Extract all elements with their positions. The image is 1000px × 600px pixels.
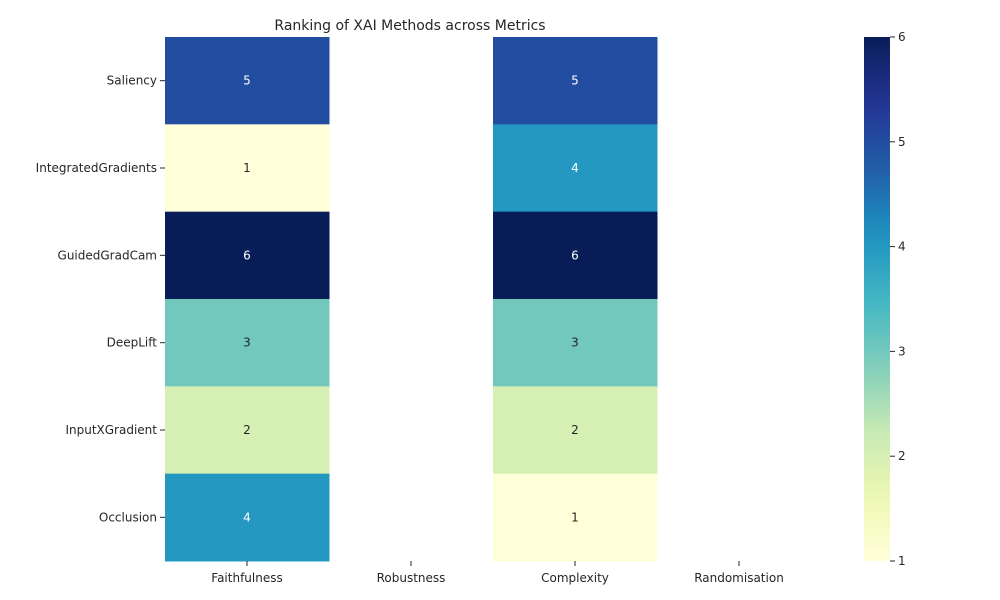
chart-title: Ranking of XAI Methods across Metrics [274,18,545,34]
row-label: IntegratedGradients [36,161,157,175]
heatmap-cell [165,211,330,300]
cell-value-label: 4 [243,510,251,524]
cell-value-label: 1 [571,510,579,524]
column-label: Robustness [377,571,446,585]
colorbar: 1 2 3 4 5 6 [864,30,906,568]
colorbar-tick-label: 1 [898,554,906,568]
cell-value-label: 5 [571,74,579,88]
column-label: Faithfulness [211,571,282,585]
colorbar-tick-label: 2 [898,449,906,463]
cell-value-label: 6 [571,248,579,262]
colorbar-gradient [864,37,890,561]
heatmap-cell [165,386,330,475]
colorbar-tick-label: 5 [898,135,906,149]
row-label: Saliency [107,74,157,88]
row-labels: Saliency IntegratedGradients GuidedGradCam… [36,74,165,524]
heatmap-cells: 5 5 1 4 6 6 3 3 2 2 4 1 [165,37,658,562]
cell-value-label: 2 [243,423,251,437]
cell-value-label: 4 [571,161,579,175]
colorbar-tick-label: 4 [898,240,906,254]
row-label: DeepLift [107,336,158,350]
cell-value-label: 2 [571,423,579,437]
row-label: InputXGradient [65,423,157,437]
heatmap-cell [493,386,658,475]
colorbar-tick-label: 6 [898,30,906,44]
cell-value-label: 1 [243,161,251,175]
row-label: GuidedGradCam [58,248,157,262]
heatmap-cell [493,473,658,562]
column-label: Complexity [541,571,609,585]
heatmap-cell [165,473,330,562]
heatmap-cell [493,124,658,213]
heatmap-cell [493,37,658,125]
heatmap-cell [165,124,330,213]
heatmap-cell [165,37,330,125]
column-label: Randomisation [694,571,784,585]
heatmap-cell [165,299,330,387]
cell-value-label: 6 [243,248,251,262]
row-label: Occlusion [99,510,157,524]
heatmap-cell [493,299,658,387]
colorbar-tick-label: 3 [898,344,906,358]
column-labels: Faithfulness Robustness Complexity Randomis… [211,561,784,585]
heatmap-cell [493,211,658,300]
cell-value-label: 3 [243,336,251,350]
cell-value-label: 3 [571,336,579,350]
cell-value-label: 5 [243,74,251,88]
